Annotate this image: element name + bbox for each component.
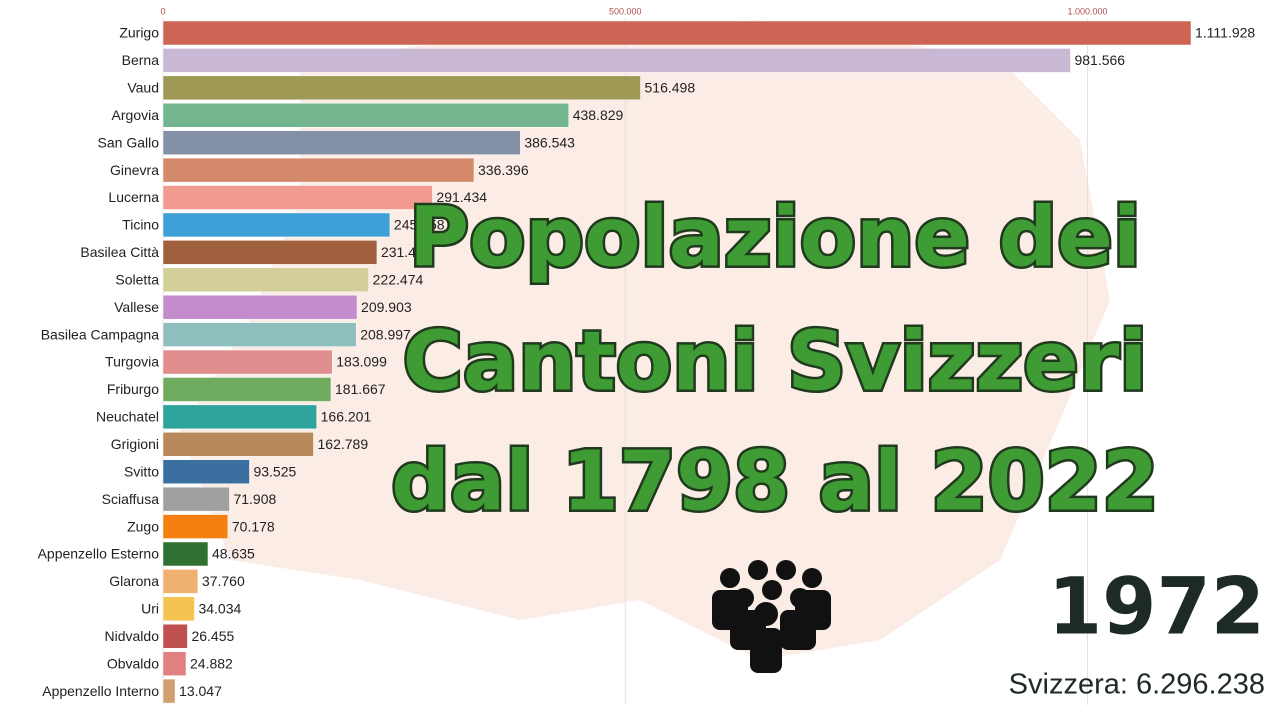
value-label: 37.760 xyxy=(202,573,245,589)
y-tick-label: Basilea Campagna xyxy=(41,326,160,342)
y-tick-label: Svitto xyxy=(124,463,159,479)
y-tick-label: Lucerna xyxy=(108,189,159,205)
y-tick-label: Obvaldo xyxy=(107,655,159,671)
bar xyxy=(162,541,209,567)
value-label: 48.635 xyxy=(212,546,255,562)
bar xyxy=(162,569,199,594)
value-label: 208.997 xyxy=(360,326,411,342)
value-label: 231.410 xyxy=(381,244,432,260)
bar xyxy=(162,75,641,101)
y-tick-label: Zurigo xyxy=(119,25,159,41)
title-block: Popolazione dei Cantoni Svizzeri dal 179… xyxy=(389,188,1162,532)
bar xyxy=(162,20,1192,46)
bar xyxy=(162,514,229,539)
y-tick-label: Appenzello Esterno xyxy=(38,546,160,562)
bar xyxy=(162,432,314,457)
value-label: 13.047 xyxy=(179,683,222,699)
bar xyxy=(162,240,378,265)
value-label: 34.034 xyxy=(198,601,241,617)
value-label: 438.829 xyxy=(573,107,624,123)
bar xyxy=(162,212,391,238)
value-label: 386.543 xyxy=(524,134,575,150)
total-label: Svizzera: 6.296.238 xyxy=(1009,669,1265,701)
bar xyxy=(162,651,187,676)
value-label: 24.882 xyxy=(190,655,233,671)
value-label: 183.099 xyxy=(336,354,387,370)
y-tick-label: Uri xyxy=(141,601,159,617)
bar xyxy=(162,459,250,484)
bars-layer: 0 500.000 1.000.000 Zurigo 1.111.928 Berna 981… xyxy=(38,6,1255,705)
value-label: 71.908 xyxy=(233,491,276,507)
y-tick-label: Appenzello Interno xyxy=(42,683,159,699)
value-label: 166.201 xyxy=(321,409,372,425)
bar xyxy=(162,377,332,402)
y-tick-label: Basilea Città xyxy=(80,244,159,260)
bar xyxy=(162,267,369,293)
y-tick-label: Soletta xyxy=(115,271,159,287)
y-tick-label: Zugo xyxy=(127,518,159,534)
y-tick-label: Nidvaldo xyxy=(105,628,160,644)
bar xyxy=(162,678,176,704)
y-tick-label: Glarona xyxy=(109,573,159,589)
title-line: Popolazione dei xyxy=(409,190,1141,285)
bar xyxy=(162,157,475,183)
value-label: 93.525 xyxy=(253,463,296,479)
y-tick-label: Neuchatel xyxy=(96,409,159,425)
bar xyxy=(162,48,1071,73)
bar xyxy=(162,185,433,210)
y-tick-label: Friburgo xyxy=(107,381,159,397)
bar xyxy=(162,349,333,375)
bar xyxy=(162,294,358,320)
value-label: 336.396 xyxy=(478,162,529,178)
x-tick-label: 0 xyxy=(160,6,165,16)
y-tick-label: Turgovia xyxy=(105,354,159,370)
y-tick-label: Ticino xyxy=(122,217,159,233)
value-label: 162.789 xyxy=(318,436,369,452)
bar xyxy=(162,103,569,128)
y-tick-label: Ginevra xyxy=(110,162,159,178)
y-tick-label: Argovia xyxy=(112,107,160,123)
value-label: 1.111.928 xyxy=(1195,25,1255,41)
people-icon xyxy=(712,560,831,673)
value-label: 209.903 xyxy=(361,299,412,315)
value-label: 70.178 xyxy=(232,518,275,534)
x-tick-label: 1.000.000 xyxy=(1067,6,1107,16)
year-label: 1972 xyxy=(1048,562,1265,652)
value-label: 516.498 xyxy=(645,80,696,96)
y-tick-label: Sciaffusa xyxy=(102,491,160,507)
bar xyxy=(162,404,317,430)
y-tick-label: Vallese xyxy=(114,299,159,315)
y-tick-label: Berna xyxy=(122,52,160,68)
value-label: 245.458 xyxy=(394,217,445,233)
bar xyxy=(162,322,357,347)
title-line: dal 1798 al 2022 xyxy=(391,434,1159,529)
x-tick-label: 500.000 xyxy=(609,6,642,16)
bar xyxy=(162,130,521,155)
y-tick-label: Grigioni xyxy=(111,436,159,452)
y-tick-label: San Gallo xyxy=(98,134,160,150)
value-label: 26.455 xyxy=(191,628,234,644)
value-label: 181.667 xyxy=(335,381,386,397)
value-label: 981.566 xyxy=(1074,52,1125,68)
title-line: Cantoni Svizzeri xyxy=(403,314,1148,409)
bar xyxy=(162,486,230,512)
value-label: 291.434 xyxy=(436,189,487,205)
value-label: 222.474 xyxy=(373,271,424,287)
y-tick-label: Vaud xyxy=(127,80,159,96)
bar xyxy=(162,623,188,649)
bar xyxy=(162,596,195,622)
